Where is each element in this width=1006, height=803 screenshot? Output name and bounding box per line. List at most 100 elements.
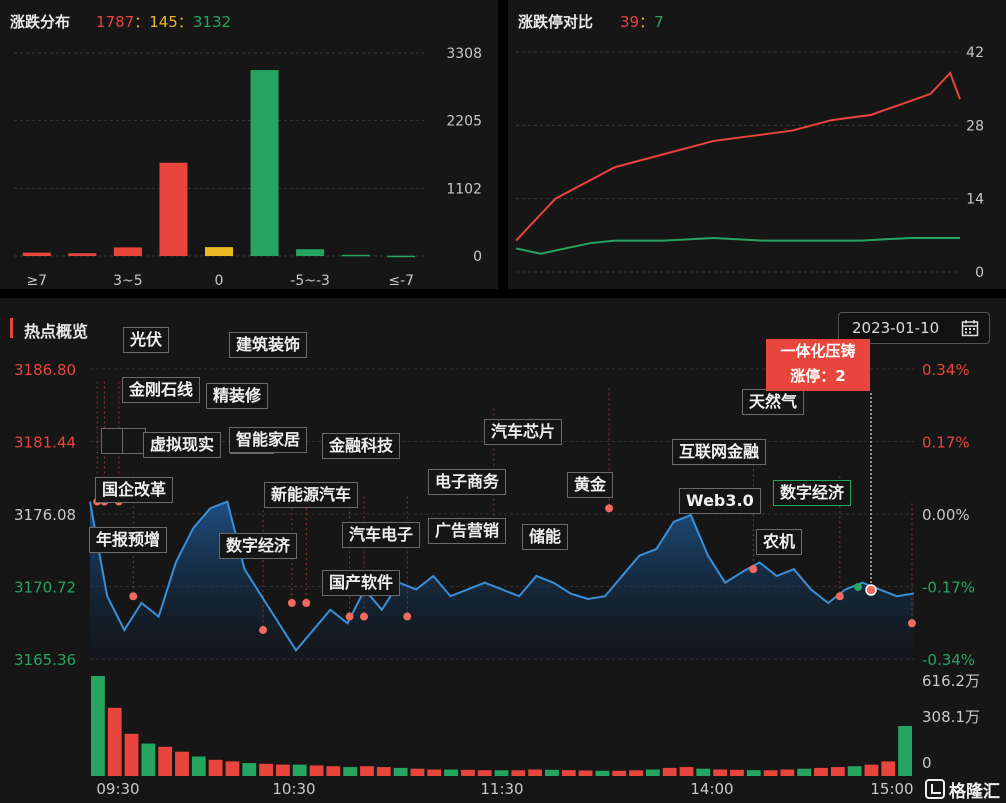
hot-tag[interactable]: 数字经济 — [219, 533, 298, 559]
volume-bar — [444, 769, 458, 776]
volume-tick-label: 0 — [922, 754, 932, 772]
percent-tick-label: 0.17% — [922, 434, 970, 452]
distribution-bar — [250, 70, 279, 257]
x-tick-label: ≤-7 — [388, 273, 414, 289]
distribution-bar — [68, 253, 97, 256]
volume-bar — [629, 770, 643, 776]
y-tick-label: 14 — [966, 192, 984, 208]
hot-tag[interactable]: 储能 — [522, 524, 569, 550]
price-tick-label: 3170.72 — [14, 579, 76, 597]
hot-tag[interactable]: 农机 — [756, 529, 803, 555]
date-picker[interactable]: 2023-01-10 — [838, 312, 990, 344]
event-marker — [403, 612, 412, 621]
volume-bar — [864, 764, 879, 776]
up-count: 1787 — [96, 13, 135, 31]
x-tick-label: ≥7 — [26, 273, 47, 289]
y-tick-label: 1102 — [446, 181, 482, 197]
hot-tag[interactable]: 建筑装饰 — [229, 332, 308, 358]
hot-tag[interactable]: 新能源汽车 — [264, 482, 359, 508]
hot-tag[interactable]: 国企改革 — [95, 477, 174, 503]
hot-tag[interactable]: 汽车电子 — [342, 522, 421, 548]
distribution-bar — [113, 247, 142, 256]
distribution-bar — [159, 162, 188, 256]
price-tick-label: 3165.36 — [14, 651, 76, 669]
volume-bar — [511, 770, 526, 776]
volume-bar — [494, 770, 509, 776]
hot-tag[interactable]: 金融科技 — [322, 433, 401, 459]
hot-tag[interactable]: 精装修 — [206, 383, 269, 409]
price-tick-label: 3181.44 — [14, 434, 76, 452]
hot-tag[interactable]: 黄金 — [567, 472, 614, 498]
volume-bar — [561, 770, 576, 776]
hot-tag[interactable]: 国产软件 — [322, 570, 401, 596]
calendar-icon — [961, 320, 979, 337]
volume-bar — [208, 759, 223, 776]
hot-tag[interactable]: Web3.0 — [679, 488, 761, 514]
logo: 格隆汇 — [925, 777, 1000, 802]
volume-bar — [763, 770, 778, 776]
volume-bar — [898, 726, 912, 776]
hot-tag[interactable]: 年报预增 — [89, 527, 168, 553]
distribution-title: 涨跌分布 — [10, 13, 71, 31]
volume-bar — [460, 769, 475, 776]
percent-tick-label: 0.00% — [922, 506, 970, 524]
distribution-bar — [387, 255, 416, 258]
distribution-bar — [205, 247, 233, 256]
volume-bar — [158, 746, 173, 776]
volume-bar — [645, 769, 660, 776]
limit-up-callout[interactable]: 一体化压铸 涨停：2 — [766, 339, 870, 391]
date-value: 2023-01-10 — [852, 319, 940, 337]
logo-icon — [925, 779, 945, 799]
volume-bar — [91, 676, 105, 776]
event-marker — [359, 612, 368, 621]
price-line — [89, 500, 915, 653]
callout-count: 涨停：2 — [790, 367, 846, 385]
price-tick-label: 3176.08 — [14, 506, 76, 524]
event-marker — [345, 612, 354, 621]
percent-tick-label: -0.17% — [922, 579, 975, 597]
volume-bar — [780, 769, 795, 776]
volume-bar — [528, 769, 543, 776]
x-tick-label: 0 — [215, 273, 224, 289]
volume-bar — [191, 756, 206, 776]
hot-tag[interactable]: 虚拟现实 — [143, 432, 222, 458]
volume-bar — [612, 770, 627, 776]
y-tick-label: 0 — [473, 249, 482, 265]
volume-bar — [595, 770, 610, 776]
volume-bar — [393, 767, 408, 776]
volume-bar — [242, 763, 257, 776]
time-label: 10:30 — [272, 780, 315, 798]
volume-bar — [124, 733, 139, 776]
event-marker — [129, 592, 138, 601]
hot-tag[interactable]: 光伏 — [123, 327, 170, 353]
y-tick-label: 2205 — [446, 114, 482, 130]
event-marker-green — [854, 583, 862, 591]
hot-tag[interactable]: 广告营销 — [428, 518, 507, 544]
limit-chart: 42 28 14 0 — [515, 45, 984, 281]
volume-bar — [679, 767, 694, 776]
hot-tag[interactable]: 汽车芯片 — [484, 419, 563, 445]
title-accent-bar — [10, 318, 13, 338]
hot-tag[interactable]: 电子商务 — [428, 469, 507, 495]
y-tick-label: 3308 — [446, 46, 482, 62]
volume-bar — [326, 766, 341, 776]
hot-tag[interactable]: 金刚石线 — [122, 377, 201, 403]
volume-bar — [881, 761, 896, 776]
volume-bar — [662, 767, 677, 776]
hot-tag[interactable]: 互联网金融 — [672, 439, 767, 465]
time-label: 09:30 — [96, 780, 139, 798]
volume-bar — [141, 743, 156, 776]
time-label: 14:00 — [690, 780, 733, 798]
hot-tag[interactable]: 数字经济 — [773, 480, 852, 506]
volume-tick-label: 616.2万 — [922, 672, 980, 690]
volume-bar — [410, 768, 425, 776]
stacked-tag-ghost[interactable] — [122, 428, 146, 454]
hot-overview-panel: 热点概览 2023-01-10 3186.80 0.34% 3181.44 0.17%… — [0, 298, 1006, 803]
hot-tag[interactable]: 天然气 — [742, 389, 805, 415]
volume-bar — [713, 769, 728, 776]
price-area — [90, 501, 914, 659]
hot-tag[interactable]: 智能家居 — [229, 427, 308, 453]
limit-up-count: 39 — [620, 13, 640, 31]
time-label: 15:00 — [870, 780, 913, 798]
limit-series-line — [515, 71, 961, 242]
